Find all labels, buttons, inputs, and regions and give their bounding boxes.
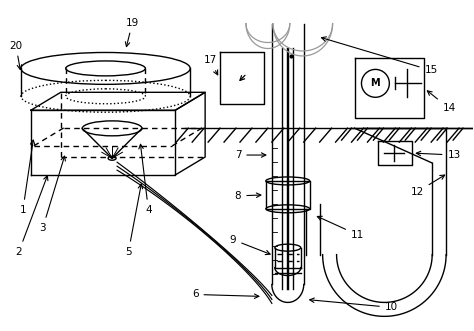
Text: 2: 2 bbox=[16, 176, 48, 257]
Text: 5: 5 bbox=[125, 184, 143, 257]
Text: 3: 3 bbox=[39, 156, 65, 233]
Text: 12: 12 bbox=[410, 175, 445, 197]
Text: 14: 14 bbox=[428, 91, 456, 113]
Text: 15: 15 bbox=[321, 37, 438, 75]
Text: 11: 11 bbox=[317, 216, 364, 240]
Text: 17: 17 bbox=[203, 56, 218, 75]
Text: 18: 18 bbox=[0, 330, 1, 331]
Text: 13: 13 bbox=[416, 150, 461, 160]
Text: 20: 20 bbox=[9, 40, 22, 70]
Text: 10: 10 bbox=[310, 298, 398, 312]
Text: 19: 19 bbox=[125, 18, 139, 47]
Text: 1: 1 bbox=[19, 140, 35, 215]
Text: 9: 9 bbox=[230, 235, 270, 255]
Text: 4: 4 bbox=[139, 144, 152, 215]
Text: 16: 16 bbox=[0, 330, 1, 331]
Text: 8: 8 bbox=[235, 191, 261, 201]
Text: 7: 7 bbox=[235, 150, 266, 160]
Text: M: M bbox=[371, 78, 380, 88]
Text: 6: 6 bbox=[192, 289, 259, 300]
